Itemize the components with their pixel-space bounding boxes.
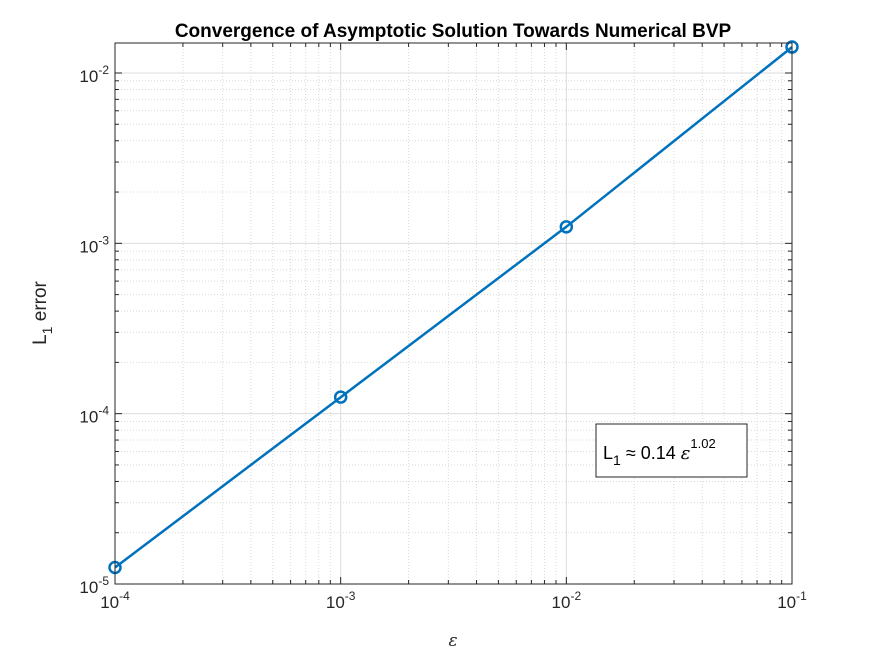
x-tick-label-exp: -2 <box>570 589 581 603</box>
series-line <box>114 46 793 569</box>
x-tick-label-base: 10 <box>326 593 345 612</box>
y-axis-label-base: L <box>30 334 51 345</box>
y-tick-labels: 10-510-410-310-2 <box>79 63 109 597</box>
annotation-box <box>595 423 748 478</box>
fit-annotation: L1 ≈ 0.14 ε1.02 <box>595 423 748 478</box>
annotation-base: L <box>603 443 613 463</box>
y-tick-label-exp: -4 <box>98 404 109 418</box>
chart-title: Convergence of Asymptotic Solution Towar… <box>175 21 732 42</box>
y-tick-label: 10-5 <box>79 574 109 597</box>
y-tick-label-exp: -3 <box>98 233 109 247</box>
y-tick-label-base: 10 <box>79 237 98 256</box>
x-tick-label-base: 10 <box>552 593 571 612</box>
y-tick-label-base: 10 <box>79 67 98 86</box>
x-tick-label-base: 10 <box>777 593 796 612</box>
data-point <box>559 220 574 234</box>
x-tick-label-base: 10 <box>100 593 119 612</box>
x-tick-label-exp: -3 <box>345 589 356 603</box>
y-tick-label: 10-3 <box>79 233 109 256</box>
data-point <box>333 390 348 404</box>
x-tick-label: 10-1 <box>777 589 807 612</box>
annotation-exp: 1.02 <box>690 436 715 451</box>
y-tick-label-exp: -2 <box>98 63 109 77</box>
tick-marks <box>114 43 793 585</box>
y-tick-label-exp: -5 <box>98 574 109 588</box>
y-axis-label-rest: error <box>30 280 51 326</box>
annotation-var: ε <box>681 443 691 464</box>
x-tick-label-exp: -1 <box>796 589 807 603</box>
axes-box <box>114 42 793 585</box>
y-tick-label-base: 10 <box>79 408 98 427</box>
y-axis-label: L1 error <box>30 280 55 344</box>
y-tick-label: 10-4 <box>79 404 109 427</box>
y-tick-label: 10-2 <box>79 63 109 86</box>
x-tick-label: 10-4 <box>100 589 130 612</box>
x-tick-labels: 10-4 10-3 10-2 10-1 <box>100 589 807 612</box>
y-tick-label-base: 10 <box>79 578 98 597</box>
x-axis-label: ε <box>448 631 457 651</box>
annotation-text: L1 ≈ 0.14 ε1.02 <box>603 436 716 468</box>
x-tick-label-exp: -4 <box>119 589 130 603</box>
annotation-sub: 1 <box>613 452 621 468</box>
y-axis-label-sub: 1 <box>39 326 55 334</box>
x-tick-label: 10-3 <box>326 589 356 612</box>
annotation-middle: ≈ 0.14 <box>621 443 681 463</box>
x-tick-label: 10-2 <box>552 589 582 612</box>
minor-grid <box>115 43 792 584</box>
